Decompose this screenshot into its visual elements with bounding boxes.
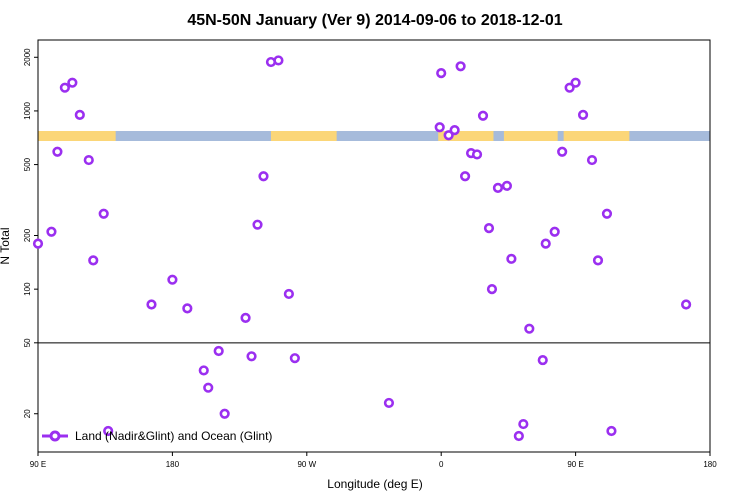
x-axis: 90 E 180 90 W 0 90 E 180 [30, 452, 717, 469]
data-point [46, 226, 57, 237]
data-point [252, 219, 263, 230]
data-point [537, 354, 548, 366]
legend: Land (Nadir&Glint) and Ocean (Glint) [42, 429, 272, 443]
data-point [240, 312, 251, 323]
data-point [67, 77, 78, 88]
data-point [198, 365, 209, 376]
data-point [246, 351, 257, 362]
plot-frame [37, 39, 711, 453]
legend-label: Land (Nadir&Glint) and Ocean (Glint) [75, 429, 272, 443]
ocean-band [38, 131, 710, 141]
data-point [557, 146, 568, 157]
data-point [577, 109, 589, 120]
data-point [681, 299, 692, 310]
data-point [88, 255, 99, 266]
data-point [477, 110, 489, 121]
data-point [436, 68, 447, 79]
data-point [203, 382, 214, 393]
data-point [570, 77, 581, 88]
data-point [182, 303, 193, 314]
land-segment [438, 131, 494, 141]
data-point [103, 425, 114, 437]
legend-marker [49, 430, 61, 442]
data-point [59, 82, 70, 93]
data-point [564, 82, 575, 93]
data-points [32, 55, 692, 442]
data-point [258, 171, 269, 182]
land-segment [38, 131, 116, 141]
x-tick-label: 90 W [297, 460, 316, 469]
x-tick-label: 0 [439, 460, 444, 469]
data-point [219, 408, 230, 419]
data-point [540, 238, 551, 249]
data-point [289, 353, 300, 364]
data-point [501, 180, 513, 191]
y-tick-label: 200 [23, 228, 32, 242]
chart-title: 45N-50N January (Ver 9) 2014-09-06 to 20… [187, 12, 562, 29]
y-tick-label: 20 [23, 409, 32, 418]
y-axis: 20 50 100 200 500 1000 2000 [23, 48, 38, 418]
data-point [213, 345, 224, 357]
land-masses [38, 131, 630, 141]
data-point [383, 397, 395, 409]
data-point [586, 154, 598, 166]
x-tick-label: 180 [166, 460, 180, 469]
land-segment [503, 131, 558, 141]
y-tick-label: 1000 [23, 101, 32, 119]
data-point [434, 122, 445, 133]
data-point [601, 208, 613, 219]
data-point [283, 288, 294, 300]
data-point [455, 61, 466, 72]
data-point [471, 149, 483, 160]
x-tick-label: 90 E [567, 460, 583, 469]
data-point [549, 226, 560, 237]
data-point [524, 323, 535, 334]
data-point [83, 154, 94, 166]
data-point [443, 130, 454, 141]
data-point [273, 55, 284, 66]
x-tick-label: 180 [703, 460, 717, 469]
data-point [513, 430, 524, 442]
data-point [606, 425, 617, 437]
data-point [449, 125, 460, 136]
y-tick-label: 2000 [23, 48, 32, 66]
data-point [518, 418, 529, 430]
data-point [32, 238, 44, 249]
y-tick-label: 50 [23, 338, 32, 347]
y-tick-label: 500 [23, 157, 32, 171]
data-point [459, 171, 471, 182]
land-segment [270, 131, 337, 141]
data-point [98, 208, 109, 219]
data-point [486, 284, 498, 295]
map-strip [38, 131, 710, 141]
data-point [167, 274, 178, 285]
x-axis-label: Longitude (deg E) [327, 477, 422, 491]
y-tick-label: 100 [23, 282, 32, 296]
data-point [52, 146, 63, 157]
land-segment [563, 131, 630, 141]
data-point [492, 182, 504, 193]
y-axis-label: N Total [0, 227, 12, 264]
data-point [74, 109, 85, 120]
x-tick-label: 90 E [30, 460, 46, 469]
data-point [592, 255, 604, 266]
data-point [506, 253, 517, 264]
data-point [146, 299, 157, 310]
data-point [483, 223, 495, 234]
